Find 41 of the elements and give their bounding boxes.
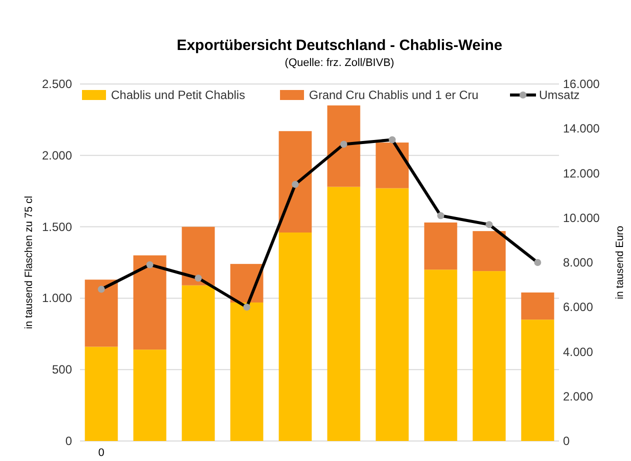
bar xyxy=(424,222,458,270)
chart-subtitle: (Quelle: frz. Zoll/BIVB) xyxy=(284,57,394,69)
y-axis-title: in tausend Flaschen zu 75 cl xyxy=(23,196,35,330)
bar xyxy=(521,292,554,320)
bar xyxy=(376,142,409,188)
bar xyxy=(278,131,312,233)
bar xyxy=(182,226,215,286)
bar xyxy=(472,271,506,441)
legend-label: Chablis und Petit Chablis xyxy=(111,88,246,102)
bar xyxy=(472,231,506,272)
y-tick-label: 0 xyxy=(65,434,72,448)
bar xyxy=(327,105,360,187)
y2-tick-label: 6.000 xyxy=(563,300,594,314)
y2-tick-label: 14.000 xyxy=(563,122,600,136)
legend-label: Grand Cru Chablis und 1 er Cru xyxy=(309,88,478,102)
y2-tick-label: 2.000 xyxy=(563,389,594,404)
legend-label: Umsatz xyxy=(539,88,580,102)
y2-tick-label: 4.000 xyxy=(563,344,594,359)
bar xyxy=(133,350,166,441)
bar xyxy=(84,280,118,347)
bar xyxy=(327,186,360,441)
y-tick-label: 2.500 xyxy=(42,77,72,91)
bar xyxy=(84,346,118,441)
y2-tick-label: 0 xyxy=(563,434,570,448)
bar xyxy=(230,302,264,441)
bar xyxy=(376,188,409,441)
bar xyxy=(182,285,215,441)
y-tick-label: 1.000 xyxy=(42,291,72,306)
y-tick-label: 2.000 xyxy=(42,148,72,162)
y2-tick-label: 8.000 xyxy=(563,256,594,270)
y2-tick-label: 12.000 xyxy=(563,166,600,180)
y-tick-label: 500 xyxy=(52,362,72,377)
bar xyxy=(278,232,312,441)
bar xyxy=(424,270,458,441)
bar xyxy=(521,320,554,441)
y2-axis-title: in tausend Euro xyxy=(614,226,626,300)
bar xyxy=(133,255,166,350)
y2-tick-label: 16.000 xyxy=(563,77,600,91)
y-tick-label: 1.500 xyxy=(42,220,72,234)
chart-title: Exportübersicht Deutschland - Chablis-Weine xyxy=(176,37,502,54)
y2-tick-label: 10.000 xyxy=(563,210,600,225)
